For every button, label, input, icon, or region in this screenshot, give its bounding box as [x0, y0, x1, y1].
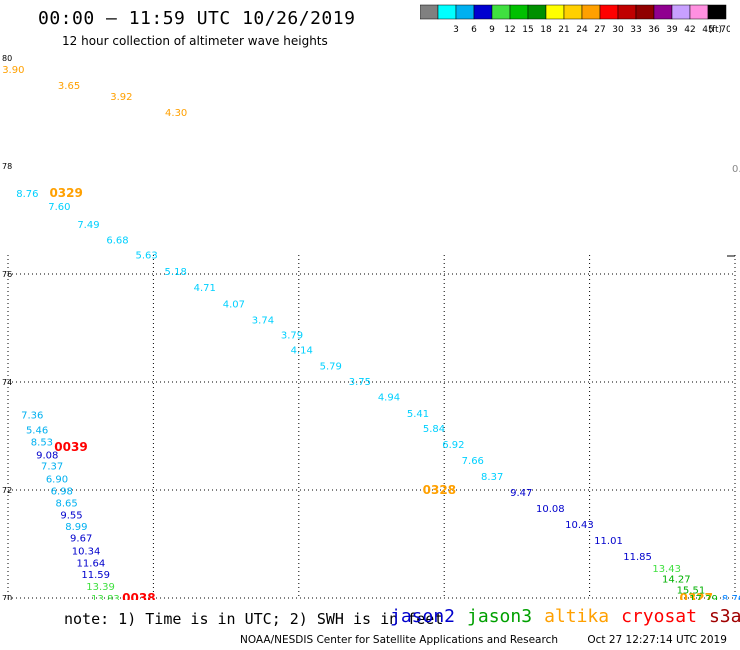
- data-point-label: 6.90: [46, 475, 68, 486]
- color-legend: 3 6 9 12 15 18 21 24 27 30 33 36 39 42 45 70(ft): [420, 4, 730, 35]
- right-edge-label: 0.: [732, 164, 740, 175]
- color-bin-label: 45: [702, 25, 713, 35]
- data-point-label: 11.85: [623, 552, 652, 563]
- data-point-label: 8.37: [481, 472, 503, 483]
- page-subtitle: 12 hour collection of altimeter wave hei…: [62, 34, 328, 48]
- data-point-label: 5.46: [26, 426, 48, 437]
- color-bin-label: 27: [594, 25, 605, 35]
- y-tick-label: 78: [2, 162, 12, 171]
- data-point-label: 0328: [423, 483, 456, 497]
- data-point-label: 11.59: [81, 570, 110, 581]
- timestamp: Oct 27 12:27:14 UTC 2019: [587, 634, 727, 646]
- data-point-label: 0038: [122, 591, 155, 600]
- color-bin-label: 42: [684, 25, 695, 35]
- color-bin-label: 3: [453, 25, 459, 35]
- data-point-label: 6.92: [442, 440, 464, 451]
- mission-cryosat: cryosat: [621, 606, 697, 627]
- color-bin-label: 33: [630, 25, 641, 35]
- color-bin-label: 39: [666, 25, 678, 35]
- color-bin-label: 15: [522, 25, 533, 35]
- color-bin-label: 18: [540, 25, 552, 35]
- data-point-label: 5.41: [407, 409, 429, 420]
- y-tick-label: 80: [2, 54, 12, 63]
- data-point-label: 11.01: [594, 536, 623, 547]
- credit-line: NOAA/NESDIS Center for Satellite Applica…: [240, 634, 740, 646]
- data-point-label: 7.66: [462, 456, 484, 467]
- mission-jason2: jason2: [390, 606, 456, 627]
- color-bin-label: 24: [576, 25, 588, 35]
- data-point-label: 5.63: [135, 251, 157, 262]
- mission-legend: jason2 jason3 altika cryosat s3a: [390, 606, 740, 627]
- data-point-label: 3.74: [252, 315, 274, 326]
- data-point-label: 0327: [680, 591, 713, 600]
- y-tick-label: 76: [2, 270, 12, 279]
- data-point-label: 0039: [54, 440, 87, 454]
- footnote: note: 1) Time is in UTC; 2) SWH is in fe…: [64, 610, 444, 628]
- data-point-label: 4.14: [291, 346, 313, 357]
- color-bin-label: 21: [558, 25, 569, 35]
- data-point-label: 6.68: [106, 235, 128, 246]
- data-point-label: 6.98: [51, 487, 73, 498]
- data-point-label: 5.18: [165, 267, 187, 278]
- data-point-label: 9.67: [70, 534, 92, 545]
- data-point-label: 17.29: [689, 594, 718, 600]
- data-point-label: 13.39: [86, 582, 115, 593]
- data-point-label: 3.75: [349, 377, 371, 388]
- data-point-label: 8.76: [722, 594, 740, 600]
- data-point-label: 7.49: [77, 220, 99, 231]
- data-point-label: 9.08: [36, 450, 58, 461]
- color-scale-unit: (ft): [708, 25, 722, 35]
- data-point-label: 10.34: [72, 546, 101, 557]
- data-point-label: 4.71: [194, 283, 216, 294]
- data-point-label: 4.07: [223, 300, 245, 311]
- y-tick-label: 70: [2, 594, 12, 600]
- color-bin-label: 9: [489, 25, 495, 35]
- data-point-label: 7.37: [41, 462, 63, 473]
- data-point-label: 4.30: [165, 108, 187, 119]
- data-point-label: 0329: [49, 186, 82, 200]
- data-point-label: 8.99: [65, 522, 87, 533]
- color-bin-label: 70: [720, 25, 730, 35]
- mission-altika: altika: [544, 606, 610, 627]
- credit-text: NOAA/NESDIS Center for Satellite Applica…: [240, 634, 558, 646]
- data-point-label: 8.65: [56, 498, 78, 509]
- color-bin-label: 6: [471, 25, 477, 35]
- data-point-label: 13.83: [91, 594, 120, 600]
- data-point-label: 5.84: [423, 424, 445, 435]
- data-point-label: 10.43: [565, 520, 594, 531]
- data-point-label: 3.92: [110, 92, 132, 103]
- data-point-label: 10.08: [536, 504, 565, 515]
- color-bin-label: 12: [504, 25, 515, 35]
- page-title: 00:00 – 11:59 UTC 10/26/2019: [38, 8, 356, 29]
- y-tick-label: 72: [2, 486, 12, 495]
- color-bin: [707, 4, 727, 20]
- color-bin-label: 30: [612, 25, 624, 35]
- mission-s3a: s3a: [708, 606, 740, 627]
- data-point-label: 8.53: [31, 437, 53, 448]
- data-point-label: 3.65: [58, 81, 80, 92]
- data-point-label: 15.51: [677, 585, 706, 596]
- data-point-label: 9.55: [60, 510, 82, 521]
- color-bin-label: 36: [648, 25, 660, 35]
- data-point-label: 14.27: [662, 575, 691, 586]
- data-point-label: 5.79: [320, 361, 342, 372]
- data-point-label: 9.76: [722, 599, 740, 600]
- data-point-label: 13.43: [652, 564, 681, 575]
- data-point-label: 7.36: [21, 410, 43, 421]
- data-point-label: 8.76: [16, 189, 38, 200]
- data-point-label: 11.64: [77, 558, 106, 569]
- data-point-label: 3.79: [281, 330, 303, 341]
- data-point-label: 7.60: [48, 202, 70, 213]
- mission-jason3: jason3: [467, 606, 533, 627]
- data-point-label: 3.90: [2, 65, 24, 76]
- data-point-label: 4.94: [378, 393, 400, 404]
- plot-area: 036912157072747678800.3.903.653.924.3003…: [2, 54, 740, 600]
- data-point-label: 9.47: [510, 488, 532, 499]
- y-tick-label: 74: [2, 378, 12, 387]
